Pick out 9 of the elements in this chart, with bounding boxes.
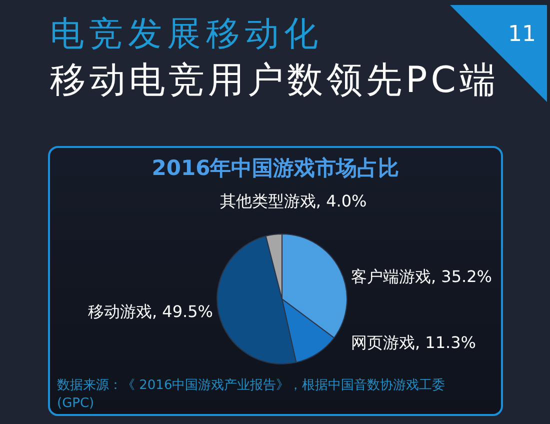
- text: 2016年中国游戏市场占比: [150, 155, 400, 181]
- slice-label: 移动游戏, 49.5%: [88, 302, 213, 321]
- chart-subtitle: 移动电竞用户数领先PC端: [50, 59, 499, 103]
- text: 11: [508, 22, 536, 48]
- source-note: 数据来源：《 2016中国游戏产业报告》，根据中国音数协游戏工委(GPC): [57, 377, 446, 413]
- chart-title: 电竞发展移动化: [50, 13, 323, 56]
- slice-label: 客户端游戏, 35.2%: [351, 267, 492, 286]
- slice-label: 其他类型游戏, 4.0%: [220, 192, 367, 211]
- slice-label: 网页游戏, 11.3%: [351, 332, 476, 352]
